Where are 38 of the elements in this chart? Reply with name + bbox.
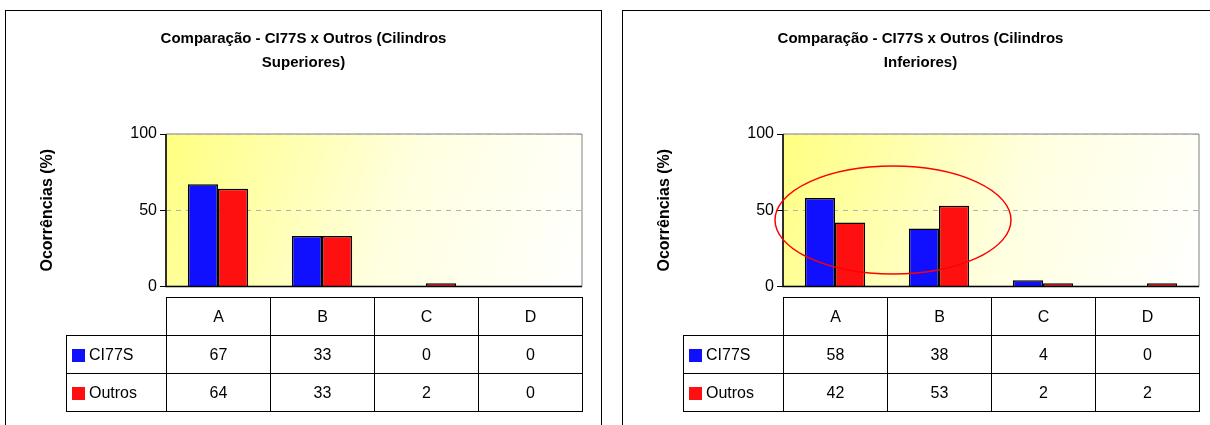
x-tick-label: D <box>478 297 583 336</box>
data-label: 0 <box>478 335 583 374</box>
y-tick-label: 0 <box>765 276 775 294</box>
legend-label: CI77S <box>683 335 784 374</box>
data-label: 2 <box>374 373 479 412</box>
x-tick-label: D <box>1095 297 1200 336</box>
legend-label: CI77S <box>66 335 167 374</box>
x-tick-label: A <box>783 297 888 336</box>
data-label: 64 <box>166 373 271 412</box>
y-axis-title: Ocorrências (%) <box>655 148 673 272</box>
data-label: 0 <box>1095 335 1200 374</box>
x-tick-label: B <box>887 297 992 336</box>
x-tick-label: A <box>166 297 271 336</box>
y-tick-label: 100 <box>130 124 158 142</box>
y-axis-title: Ocorrências (%) <box>38 148 56 272</box>
x-tick-label: C <box>991 297 1096 336</box>
data-label: 2 <box>991 373 1096 412</box>
chart-title: Comparação - CI77S x Outros (Cilindros Superiores) <box>159 28 448 72</box>
data-label: 67 <box>166 335 271 374</box>
legend-label: Outros <box>683 373 784 412</box>
y-tick-label: 100 <box>747 124 775 142</box>
y-tick-label: 0 <box>148 276 158 294</box>
y-tick-label: 50 <box>139 200 158 218</box>
data-label: 33 <box>270 373 375 412</box>
data-label: 0 <box>374 335 479 374</box>
data-label: 38 <box>887 335 992 374</box>
data-label: 42 <box>783 373 888 412</box>
data-label: 53 <box>887 373 992 412</box>
y-tick-label: 50 <box>756 200 775 218</box>
legend-label: Outros <box>66 373 167 412</box>
data-label: 2 <box>1095 373 1200 412</box>
data-label: 58 <box>783 335 888 374</box>
x-tick-label: B <box>270 297 375 336</box>
data-label: 4 <box>991 335 1096 374</box>
chart-title: Comparação - CI77S x Outros (Cilindros Inferiores) <box>776 28 1065 72</box>
x-tick-label: C <box>374 297 479 336</box>
data-label: 0 <box>478 373 583 412</box>
data-label: 33 <box>270 335 375 374</box>
